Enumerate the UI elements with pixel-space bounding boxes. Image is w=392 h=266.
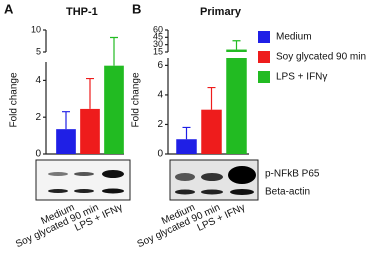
error-bar (232, 40, 241, 50)
y-tick-label: 6 (157, 60, 163, 71)
y-axis-label: Fold change (9, 72, 20, 127)
y-tick-label: 5 (36, 46, 41, 56)
panel-label: A (4, 1, 14, 16)
y-tick-label: 45 (153, 32, 163, 42)
error-bar (110, 36, 118, 66)
error-bar (62, 111, 70, 130)
blot (35, 159, 259, 201)
y-tick-label: 60 (153, 24, 163, 34)
blot-label: Beta-actin (265, 187, 310, 198)
y-tick-label: 30 (153, 39, 163, 49)
y-tick-label: 0 (157, 149, 163, 160)
bar (226, 58, 247, 154)
error-bar (86, 77, 94, 109)
error-bar (207, 86, 216, 110)
legend-label: LPS + IFNγ (276, 72, 327, 83)
legend-swatch (258, 71, 270, 83)
y-tick-label: 0 (35, 149, 41, 160)
y-tick-label: 4 (35, 75, 41, 86)
y-tick-label: 2 (157, 119, 163, 130)
bar (56, 129, 76, 154)
y-tick-label: 10 (31, 24, 41, 34)
legend-label: Soy glycated 90 min (276, 52, 366, 63)
legend-swatch (258, 31, 270, 43)
error-bar (182, 126, 191, 140)
chart-title: Primary (200, 6, 242, 18)
bar (226, 49, 247, 52)
bar (201, 109, 222, 154)
legend-swatch (258, 51, 270, 63)
blot-label: p-NFkB P65 (265, 169, 320, 180)
y-axis-label: Fold change (131, 72, 142, 127)
legend-label: Medium (276, 32, 312, 43)
y-tick-label: 2 (35, 112, 41, 123)
y-tick-label: 4 (157, 90, 163, 101)
panel-label: B (132, 1, 141, 16)
chart-title: THP-1 (66, 6, 98, 18)
bar (80, 108, 100, 154)
bar (176, 139, 197, 154)
y-tick-label: 15 (153, 46, 163, 56)
bar (104, 65, 124, 154)
